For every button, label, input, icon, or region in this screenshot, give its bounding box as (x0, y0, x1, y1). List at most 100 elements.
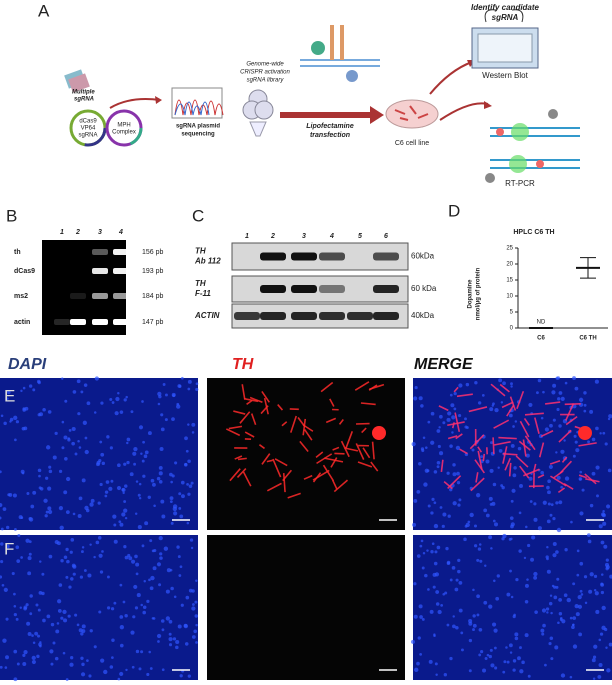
cell-process (282, 473, 286, 493)
band (291, 252, 317, 261)
nucleus (0, 575, 3, 579)
nucleus (77, 412, 81, 416)
nucleus (574, 603, 579, 609)
nucleus (122, 600, 126, 604)
nucleus (591, 471, 596, 476)
nucleus (112, 514, 117, 519)
cell-process (502, 452, 518, 456)
nucleus (491, 622, 497, 627)
nucleus (46, 614, 51, 619)
nucleus (104, 490, 109, 494)
nucleus (100, 658, 105, 663)
nucleus (47, 506, 52, 511)
nucleus (548, 601, 553, 606)
band (260, 312, 286, 320)
nucleus (178, 492, 182, 496)
nucleus (195, 641, 198, 644)
nucleus (181, 376, 184, 380)
nucleus (160, 499, 165, 504)
nucleus (452, 463, 456, 467)
nucleus (165, 393, 168, 397)
nucleus (31, 659, 36, 665)
nucleus (169, 500, 173, 504)
nucleus (579, 470, 583, 474)
x-tick-label: C6 TH (579, 336, 596, 342)
nucleus (152, 566, 157, 571)
nucleus (496, 574, 500, 578)
nucleus (195, 623, 198, 627)
nucleus (545, 607, 550, 611)
nucleus (437, 444, 441, 449)
nucleus (427, 504, 431, 508)
nucleus (159, 446, 164, 451)
nucleus (564, 476, 570, 481)
nucleus (458, 608, 463, 613)
nucleus (432, 572, 437, 577)
nucleus (67, 437, 71, 440)
nucleus (100, 401, 104, 405)
nucleus (523, 556, 527, 560)
nucleus (111, 401, 115, 404)
nucleus (97, 536, 102, 540)
nucleus (514, 632, 519, 637)
nucleus (193, 629, 198, 634)
nucleus (113, 539, 118, 544)
nucleus (416, 489, 421, 494)
nucleus (443, 673, 447, 677)
nucleus (21, 426, 26, 431)
nucleus (0, 527, 4, 531)
nucleus (468, 621, 473, 626)
nucleus (101, 461, 106, 466)
nucleus (494, 666, 498, 670)
nucleus (149, 667, 153, 670)
nucleus (476, 493, 481, 498)
nucleus (444, 591, 448, 595)
nucleus (530, 557, 535, 562)
nucleus (55, 629, 60, 634)
nucleus (480, 650, 484, 654)
nucleus (147, 431, 152, 436)
cell-process (332, 479, 338, 490)
schematic-text: dCas9 (79, 119, 97, 125)
nucleus (41, 591, 45, 596)
nucleus (25, 603, 29, 607)
schematic-text: MPH (117, 123, 130, 129)
nucleus (427, 588, 430, 591)
nucleus (11, 571, 15, 576)
cell-process (509, 396, 517, 411)
nucleus (2, 638, 7, 643)
nucleus (547, 479, 551, 484)
nucleus (572, 616, 577, 620)
band (291, 312, 317, 320)
nucleus (601, 605, 606, 611)
nucleus (126, 441, 129, 445)
cell-process (244, 431, 255, 438)
nucleus (490, 441, 494, 445)
nucleus (456, 481, 461, 485)
cell-process (490, 383, 506, 397)
nucleus (500, 484, 504, 487)
nucleus (62, 651, 66, 655)
nucleus (179, 514, 184, 519)
nucleus (460, 631, 464, 635)
cell-process (561, 456, 568, 463)
nucleus (436, 429, 441, 433)
lane-label: 1 (60, 229, 64, 236)
nucleus (96, 462, 100, 467)
nucleus (45, 476, 49, 480)
nucleus (473, 524, 477, 528)
nucleus (555, 501, 559, 505)
nucleus (78, 496, 83, 501)
nucleus (558, 424, 562, 428)
nucleus (105, 480, 110, 484)
cell-process (524, 412, 544, 416)
nucleus (37, 413, 41, 417)
channel-label: TH (232, 356, 254, 373)
panel-label: A (38, 1, 50, 20)
nucleus (89, 543, 92, 546)
cell-process (345, 431, 354, 449)
nucleus (439, 451, 444, 456)
nucleus (109, 397, 113, 402)
nucleus (603, 544, 608, 549)
nucleus (483, 600, 488, 605)
